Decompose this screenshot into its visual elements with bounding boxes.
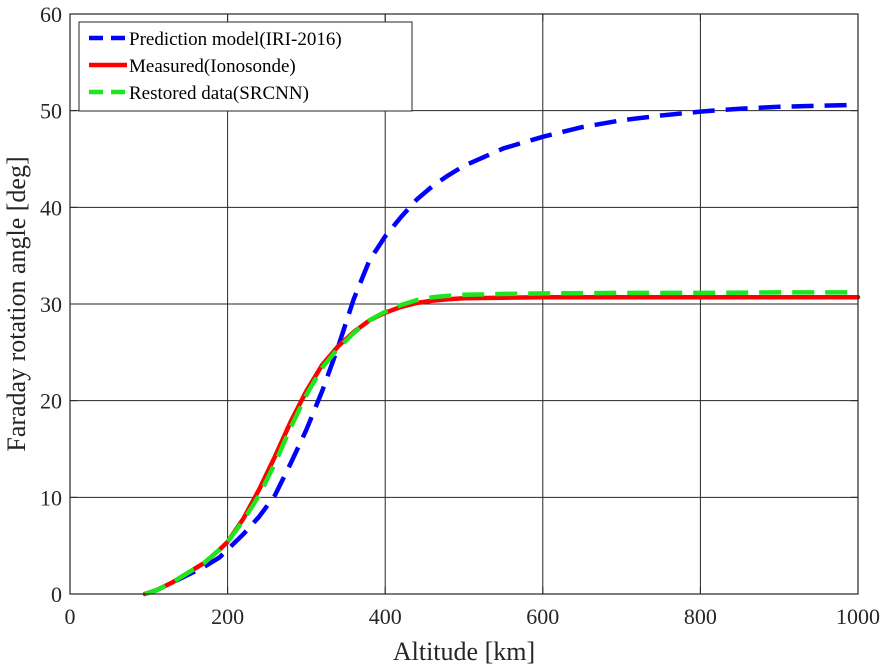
legend-label-3: Restored data(SRCNN) (129, 83, 309, 104)
legend: Prediction model(IRI-2016) Measured(Ionos… (78, 21, 413, 112)
x-tick-label: 800 (684, 604, 717, 629)
y-tick-label: 60 (40, 2, 62, 27)
y-tick-label: 50 (40, 99, 62, 124)
x-tick-label: 0 (65, 604, 76, 629)
axis-ticks: 0 200 400 600 800 1000 0 10 20 30 40 50 60 (40, 2, 880, 629)
y-tick-label: 0 (51, 582, 62, 607)
y-tick-label: 30 (40, 292, 62, 317)
y-axis-label: Faraday rotation angle [deg] (2, 156, 31, 451)
y-tick-label: 20 (40, 389, 62, 414)
y-tick-label: 10 (40, 485, 62, 510)
x-axis-label: Altitude [km] (393, 637, 535, 666)
x-tick-label: 1000 (836, 604, 880, 629)
legend-box (78, 21, 413, 112)
legend-label-1: Prediction model(IRI-2016) (129, 29, 342, 50)
y-tick-label: 40 (40, 195, 62, 220)
x-tick-label: 600 (526, 604, 559, 629)
x-tick-label: 200 (211, 604, 244, 629)
series-line-3 (144, 290, 858, 597)
x-tick-label: 400 (369, 604, 402, 629)
series-layer (142, 102, 861, 597)
series-line-1 (144, 102, 859, 597)
legend-label-2: Measured(Ionosonde) (129, 56, 296, 77)
